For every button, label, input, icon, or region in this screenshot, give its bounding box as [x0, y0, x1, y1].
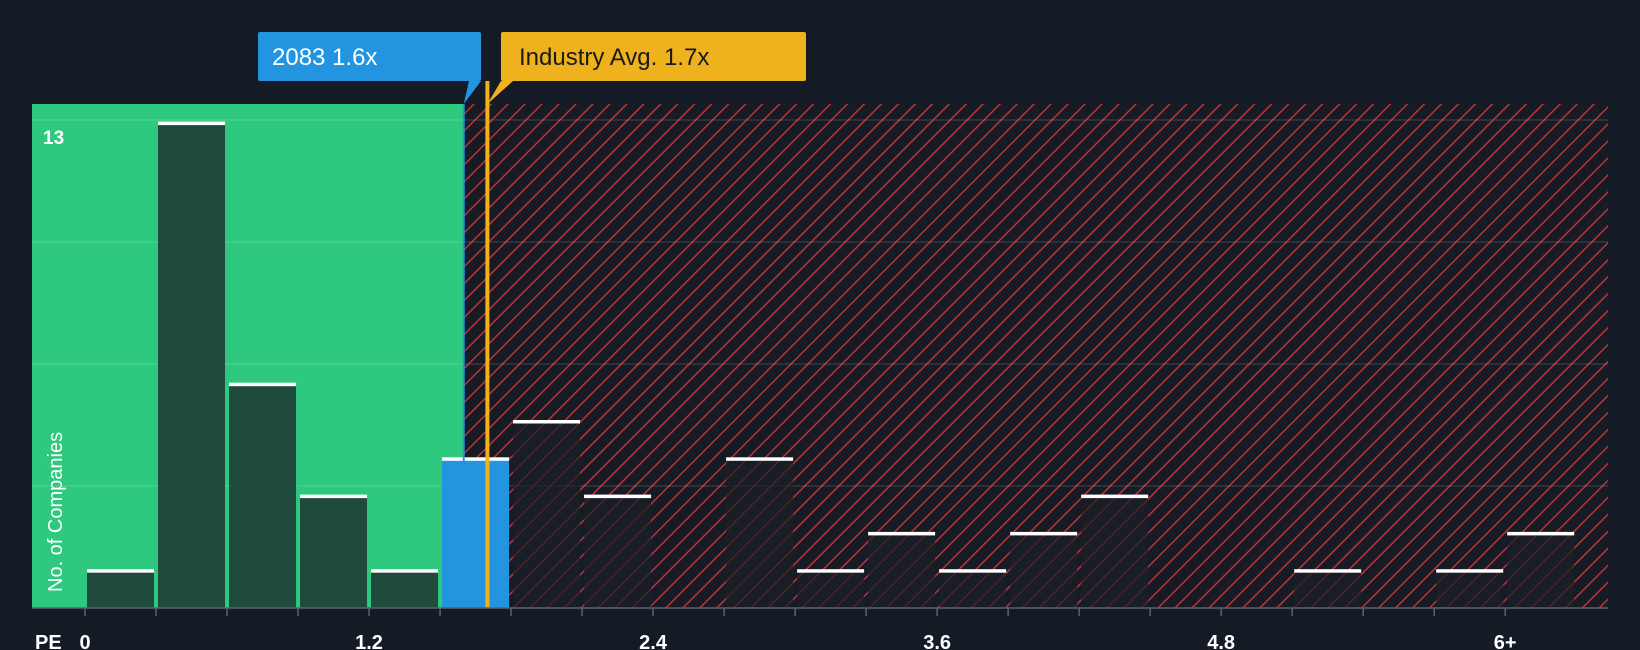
histogram-bar-cap [797, 569, 865, 573]
histogram-bar-cap [87, 569, 155, 573]
histogram-bar [1081, 496, 1149, 608]
overvalued-zone [463, 104, 1609, 608]
y-axis-label: No. of Companies [45, 432, 67, 592]
histogram-bar-cap [1507, 531, 1575, 536]
x-tick-label: 1.2 [355, 632, 383, 650]
histogram-bar [584, 496, 652, 608]
histogram-bar [868, 533, 936, 608]
company-label-box [258, 32, 481, 81]
histogram-bar-cap [513, 420, 581, 424]
histogram-bar [1010, 533, 1078, 608]
histogram-bar-cap [229, 382, 297, 387]
histogram-bar [939, 570, 1007, 608]
histogram-bar-cap [868, 531, 936, 536]
histogram-bar-cap [584, 494, 652, 499]
x-tick-label: 6+ [1494, 632, 1517, 650]
industry-label: Industry Avg. 1.7x [519, 44, 709, 71]
histogram-bar [229, 384, 297, 608]
histogram-bar [371, 570, 439, 608]
histogram-bar [1507, 533, 1575, 608]
histogram-bar [87, 570, 155, 608]
histogram-bar [513, 421, 581, 608]
histogram-bar-cap [726, 457, 794, 461]
x-tick-label: 2.4 [639, 632, 668, 650]
histogram-bar-cap [300, 494, 368, 499]
company-label-pointer [463, 81, 481, 104]
histogram-bar [1294, 570, 1362, 608]
y-tick-label: 13 [43, 128, 64, 149]
histogram-bar [797, 570, 865, 608]
x-axis-label: PE [35, 632, 62, 650]
industry-label-box [501, 32, 806, 81]
histogram-bar-cap [1436, 569, 1504, 573]
histogram-bar [442, 458, 510, 608]
x-tick-label: 3.6 [923, 632, 951, 650]
histogram-bar [726, 458, 794, 608]
industry-label-pointer [487, 81, 513, 104]
histogram-bar [1436, 570, 1504, 608]
histogram-bar-cap [1081, 494, 1149, 499]
histogram-bar-cap [1010, 531, 1078, 536]
histogram-bar-cap [158, 121, 226, 126]
histogram-bar-cap [371, 569, 439, 573]
x-tick-label: 0 [79, 632, 90, 650]
histogram-bar-cap [1294, 569, 1362, 573]
company-label: 2083 1.6x [272, 44, 377, 71]
histogram-bar [158, 123, 226, 608]
histogram-bar [300, 496, 368, 608]
histogram-bar-cap [939, 569, 1007, 573]
x-tick-label: 4.8 [1207, 632, 1235, 650]
histogram-bar-cap [442, 457, 510, 461]
